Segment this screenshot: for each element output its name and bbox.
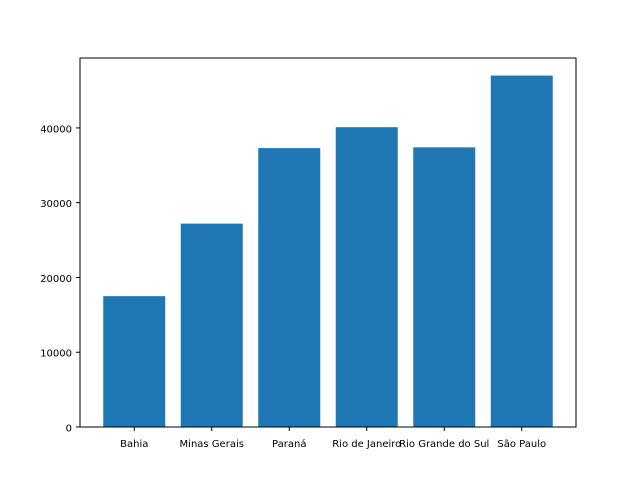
- bar: [335, 127, 398, 428]
- y-tick-label: 0: [66, 424, 72, 435]
- bar: [103, 296, 166, 427]
- y-tick-label: 20000: [40, 274, 72, 285]
- x-tick-label: Paraná: [272, 438, 306, 450]
- bar: [258, 148, 321, 427]
- x-tick-label: São Paulo: [497, 439, 546, 450]
- plot-frame: [79, 57, 577, 428]
- bars-layer: [103, 75, 553, 428]
- x-tick-label: Minas Gerais: [180, 439, 244, 450]
- ticks-layer: Bahia Minas Gerais Paraná Rio de JaneiroRio…: [40, 124, 546, 450]
- bar: [180, 223, 243, 427]
- bar: [413, 147, 476, 427]
- y-tick-label: 10000: [40, 349, 72, 360]
- y-tick-label: 40000: [40, 124, 72, 135]
- x-tick-label: Rio de Janeiro: [332, 439, 401, 450]
- y-tick-label: 30000: [40, 199, 72, 210]
- bar: [490, 75, 553, 428]
- x-tick-label: Rio Grande do Sul: [399, 439, 489, 450]
- x-tick-label: Bahia: [120, 439, 148, 450]
